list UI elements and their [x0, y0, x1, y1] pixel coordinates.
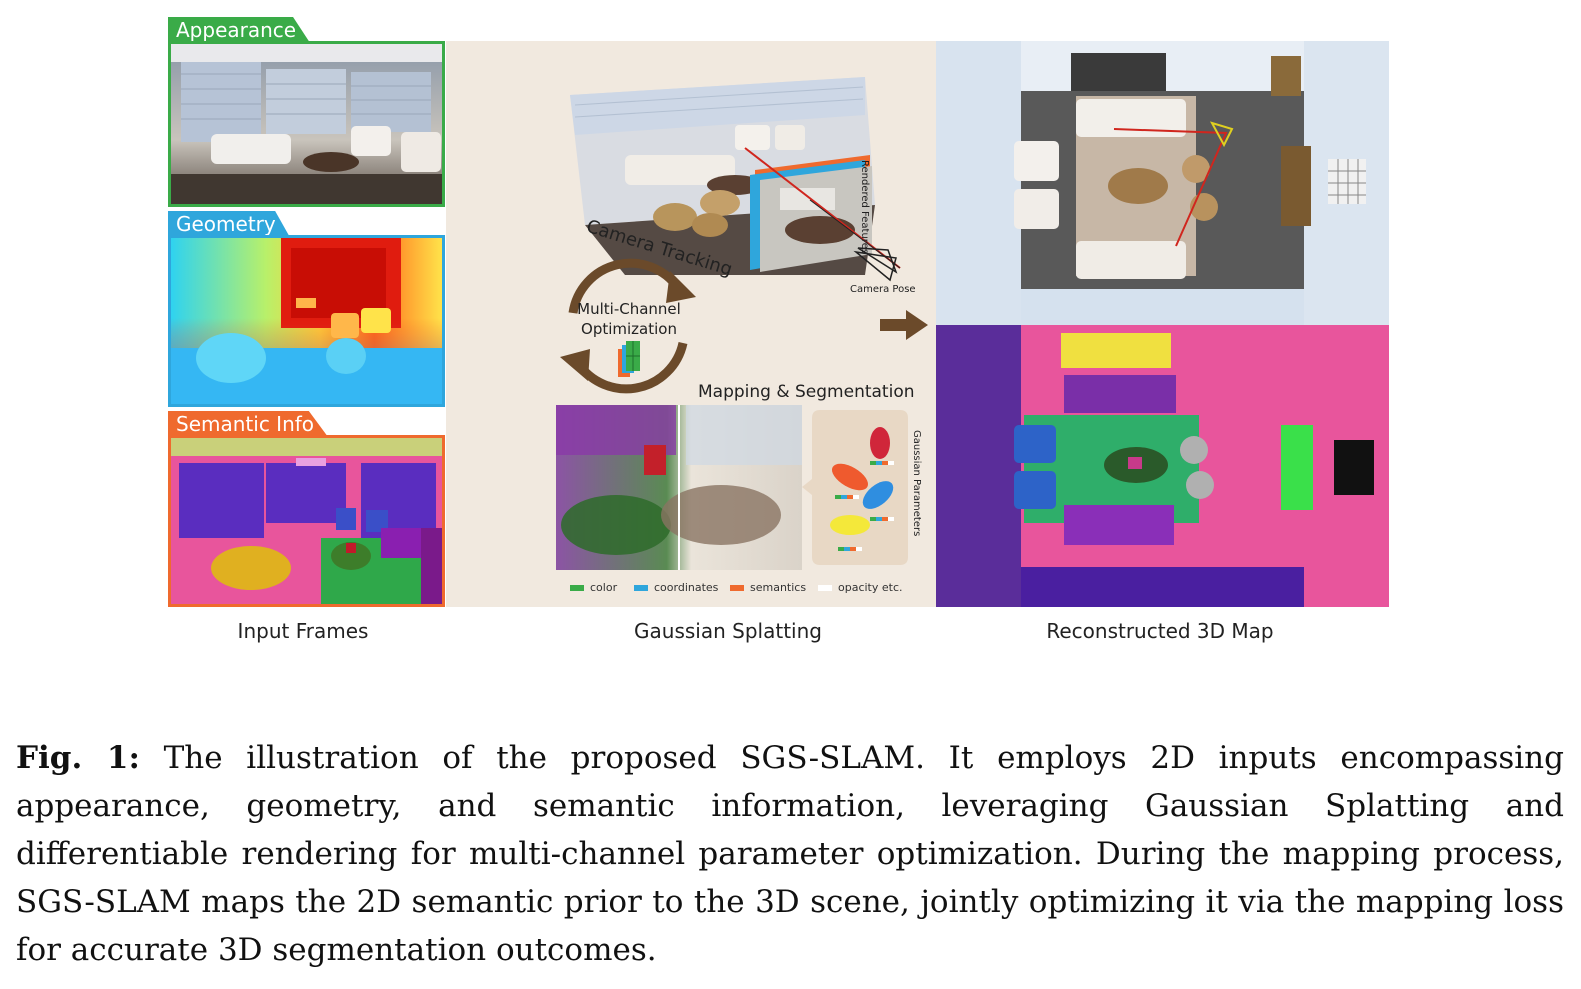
- optimization-label-line1: Multi-Channel: [577, 300, 681, 318]
- legend-semantics: semantics: [730, 581, 806, 594]
- geometry-frame: [168, 235, 445, 407]
- figure-caption: Fig. 1: The illustration of the proposed…: [16, 734, 1564, 974]
- semantic-frame: [168, 435, 445, 607]
- legend-semantics-label: semantics: [750, 581, 807, 594]
- legend-semantics-swatch: [730, 585, 744, 591]
- depth-image: [171, 238, 442, 404]
- legend-color: color: [570, 581, 617, 594]
- appearance-image: [171, 44, 442, 204]
- appearance-frame: [168, 41, 445, 207]
- point-cloud-render: [556, 405, 802, 570]
- output-arrow-icon: [880, 310, 928, 340]
- semantic-label: Semantic Info: [168, 411, 329, 437]
- geometry-label: Geometry: [168, 211, 290, 237]
- semantic-image: [171, 438, 442, 604]
- optimization-label-line2: Optimization: [581, 320, 677, 338]
- rendered-features-label: Rendered Features: [859, 160, 870, 255]
- optimization-cycle-icon: [560, 258, 696, 394]
- legend-opacity-label: opacity etc.: [838, 581, 903, 594]
- figure-caption-text: The illustration of the proposed SGS-SLA…: [16, 740, 1564, 968]
- gaussian-parameters-bubble: [802, 410, 908, 565]
- appearance-label: Appearance: [168, 17, 311, 43]
- camera-pose-label: Camera Pose: [850, 284, 916, 295]
- legend-opacity: opacity etc.: [818, 581, 903, 594]
- legend-coordinates-label: coordinates: [654, 581, 719, 594]
- reconstructed-rgb-map: [936, 41, 1389, 325]
- rendered-features-stack: [750, 155, 872, 272]
- reconstructed-map-caption: Reconstructed 3D Map: [1046, 619, 1274, 643]
- legend-coordinates-swatch: [634, 585, 648, 591]
- figure-number: Fig. 1:: [16, 740, 140, 776]
- legend-opacity-swatch: [818, 585, 832, 591]
- gaussian-parameters-label: Gaussian Parameters: [911, 430, 922, 537]
- gaussian-splatting-caption: Gaussian Splatting: [634, 619, 822, 643]
- legend-coordinates: coordinates: [634, 581, 718, 594]
- legend-color-label: color: [590, 581, 618, 594]
- mapping-segmentation-label: Mapping & Segmentation: [698, 382, 915, 402]
- input-frames-caption: Input Frames: [237, 619, 369, 643]
- legend-color-swatch: [570, 585, 584, 591]
- camera-pose-icon: [853, 250, 897, 282]
- reconstructed-semantic-map: [936, 325, 1389, 607]
